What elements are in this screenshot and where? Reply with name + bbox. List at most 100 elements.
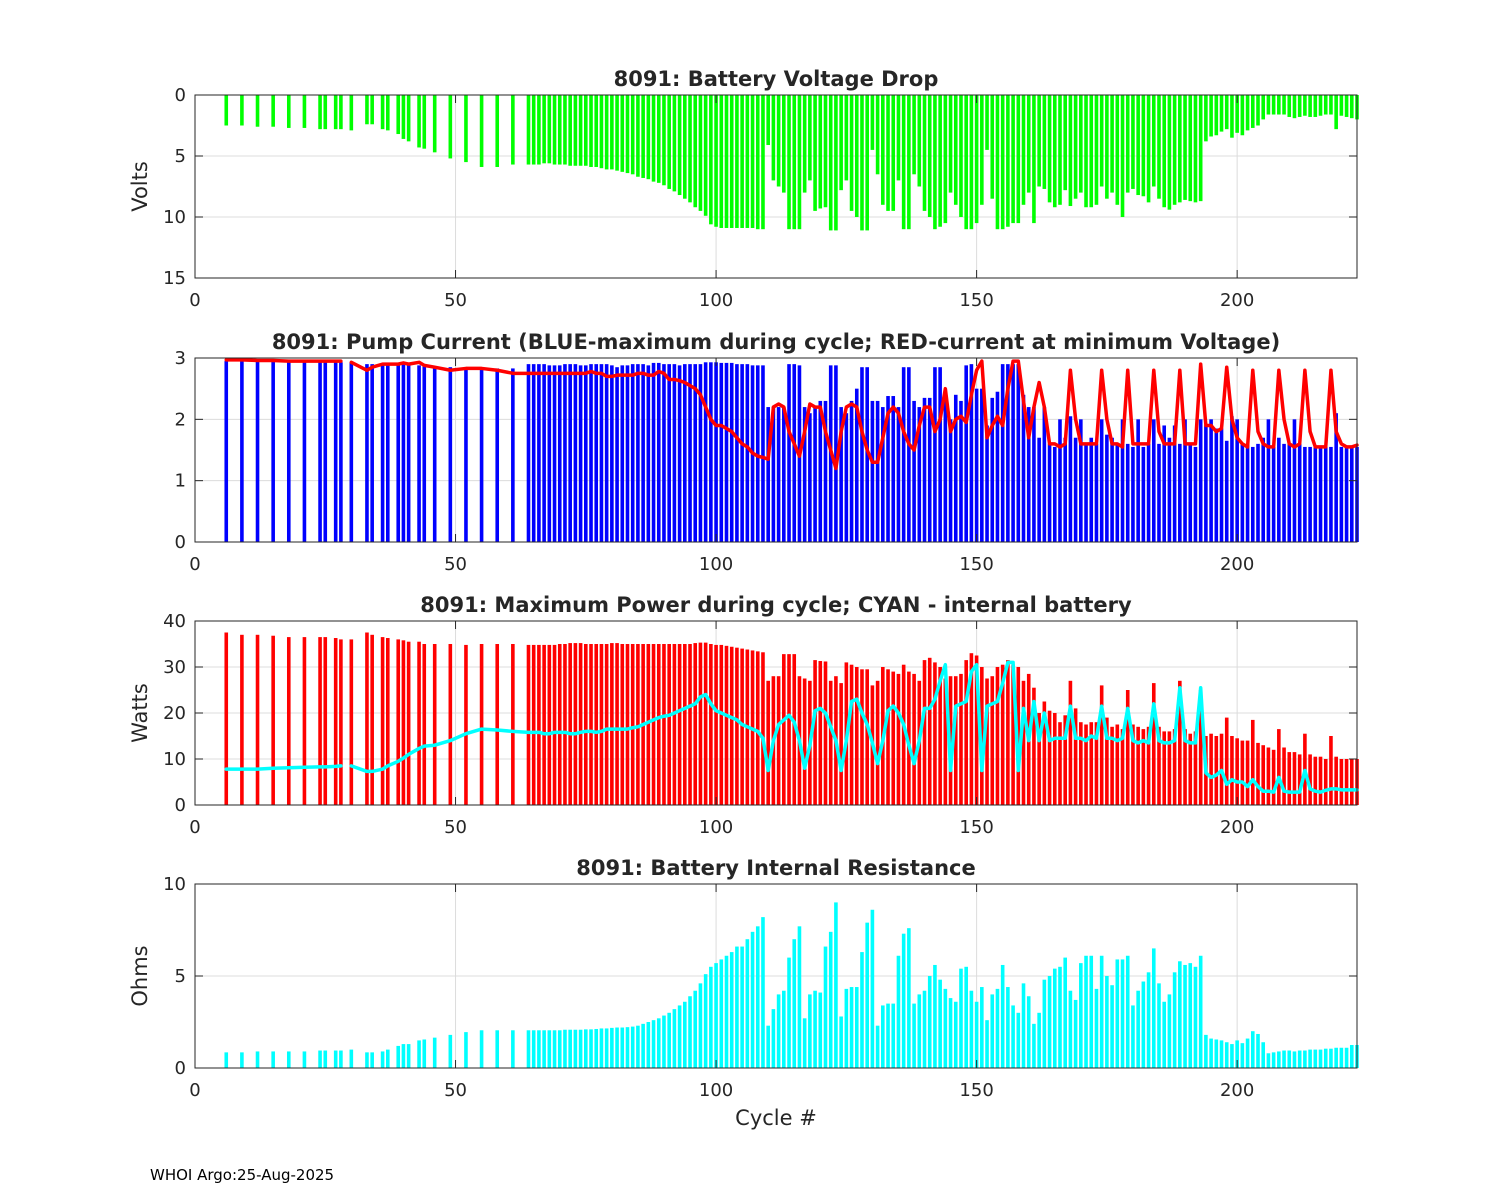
bar: [1141, 446, 1146, 542]
bar: [667, 95, 671, 189]
bar: [401, 640, 406, 805]
bar: [1349, 446, 1354, 542]
bar: [448, 1034, 453, 1068]
series-line: [349, 359, 1359, 471]
x-tick-label: 200: [1220, 1080, 1254, 1101]
bar: [881, 1005, 885, 1068]
bar: [625, 644, 630, 805]
bar: [286, 637, 291, 805]
bar: [1245, 1038, 1250, 1068]
bar: [584, 365, 588, 542]
bar: [641, 95, 645, 178]
bar: [406, 95, 411, 142]
bar: [1125, 443, 1130, 542]
bar: [422, 365, 427, 542]
bar: [620, 95, 625, 172]
bar: [1297, 754, 1302, 805]
bar: [745, 95, 750, 228]
bar: [1339, 95, 1344, 116]
bar: [542, 95, 546, 164]
bar: [1188, 963, 1193, 1068]
bar: [526, 95, 531, 165]
bar: [1188, 95, 1193, 202]
chart-title: 8091: Battery Voltage Drop: [614, 67, 939, 91]
bar: [995, 95, 1000, 230]
bar: [1084, 724, 1088, 805]
bar: [834, 365, 838, 542]
bar: [1073, 708, 1078, 805]
bar: [1058, 419, 1062, 542]
bar: [1240, 1043, 1245, 1068]
bar: [1047, 710, 1052, 805]
bar: [630, 644, 635, 805]
y-tick-label: 20: [163, 703, 186, 724]
bar: [943, 95, 948, 224]
bar: [495, 95, 500, 167]
bar: [974, 1001, 979, 1068]
bar: [339, 1050, 343, 1068]
bar: [1178, 961, 1182, 1068]
bar: [938, 667, 942, 805]
bar: [552, 1030, 557, 1068]
bar: [1016, 1012, 1021, 1068]
bar: [1256, 443, 1260, 542]
axes-frame: [194, 357, 1358, 543]
x-tick-label: 150: [959, 817, 993, 838]
bar: [1224, 1042, 1229, 1068]
bar: [964, 660, 968, 805]
bar: [912, 400, 916, 542]
bar: [745, 939, 750, 1068]
bar: [448, 367, 453, 542]
bar: [656, 362, 661, 542]
bar: [1209, 733, 1213, 805]
bar: [901, 367, 906, 542]
bar: [875, 680, 880, 805]
bar: [1183, 419, 1187, 542]
x-tick-label: 0: [189, 817, 200, 838]
bar: [636, 644, 640, 805]
bar: [787, 95, 791, 230]
bar: [1115, 959, 1120, 1068]
bar: [578, 643, 583, 805]
bar: [1089, 955, 1094, 1068]
bar: [1167, 994, 1172, 1068]
bar: [709, 644, 713, 805]
bar: [573, 1029, 578, 1068]
bar: [677, 1005, 682, 1068]
bar: [1084, 443, 1088, 542]
x-tick-label: 0: [189, 1080, 200, 1101]
bar: [782, 654, 786, 805]
bar: [688, 364, 692, 542]
bar: [709, 966, 713, 1068]
bar: [479, 367, 484, 542]
bar: [907, 367, 911, 542]
bar: [1303, 1050, 1307, 1068]
bar: [917, 994, 922, 1068]
bar: [224, 95, 229, 126]
bar: [511, 368, 515, 542]
bar: [854, 987, 859, 1068]
bar: [1120, 959, 1125, 1068]
y-tick-label: 2: [175, 409, 186, 430]
bar: [1198, 95, 1203, 202]
bar: [1178, 95, 1182, 203]
bar: [1308, 446, 1312, 542]
bar: [1308, 1049, 1312, 1068]
bar: [813, 660, 817, 805]
bar: [886, 396, 890, 542]
bar: [1084, 955, 1088, 1068]
bar: [1146, 443, 1151, 542]
bar: [1120, 95, 1125, 217]
bar: [1052, 95, 1057, 208]
y-tick-label: 10: [163, 749, 186, 770]
bar: [302, 637, 307, 805]
bar: [479, 1030, 484, 1068]
bar: [672, 95, 677, 192]
bar: [1282, 747, 1286, 805]
bar: [1162, 1001, 1166, 1068]
bar: [224, 632, 229, 805]
bar: [365, 1052, 369, 1068]
bar: [1110, 437, 1114, 542]
bar: [959, 95, 963, 217]
bar: [1073, 437, 1078, 542]
